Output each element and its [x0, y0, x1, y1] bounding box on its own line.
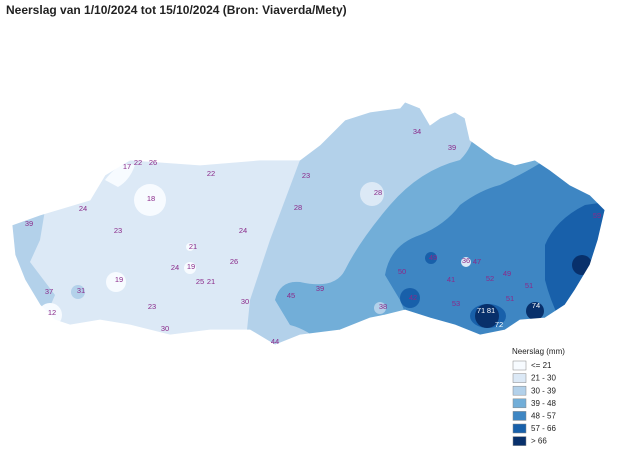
- station-value: 31: [77, 286, 85, 295]
- station-labels: 17 22 26 22 23 18 39 24 28 28 34 39 23 2…: [25, 127, 601, 346]
- station-value: 18: [147, 194, 155, 203]
- station-value: 17: [123, 162, 131, 171]
- station-value: 21: [207, 277, 215, 286]
- legend-label: 57 - 66: [531, 424, 556, 433]
- station-value: 37: [45, 287, 53, 296]
- station-value: 26: [230, 257, 238, 266]
- station-value: 41: [447, 275, 455, 284]
- station-value: 24: [239, 226, 247, 235]
- legend-swatch: [512, 423, 527, 434]
- station-value: 51: [525, 281, 533, 290]
- station-value: 38: [379, 302, 387, 311]
- station-value: 19: [187, 262, 195, 271]
- station-value: 39: [448, 143, 456, 152]
- station-value: 81: [487, 306, 495, 315]
- station-value: 19: [115, 275, 123, 284]
- station-value: 22: [134, 158, 142, 167]
- station-value: 30: [241, 297, 249, 306]
- legend-label: 21 - 30: [531, 374, 556, 383]
- legend-label: 48 - 57: [531, 412, 556, 421]
- station-value: 26: [149, 158, 157, 167]
- legend-label: <= 21: [531, 361, 552, 370]
- station-value: 23: [148, 302, 156, 311]
- station-value: 30: [161, 324, 169, 333]
- legend-label: 30 - 39: [531, 386, 556, 395]
- station-value: 72: [495, 320, 503, 329]
- legend-swatch: [512, 373, 527, 383]
- station-value: 39: [25, 219, 33, 228]
- station-value: 74: [532, 301, 540, 310]
- legend-title: Neerslag (mm): [512, 347, 565, 356]
- station-value: 51: [506, 294, 514, 303]
- station-value: 71: [477, 306, 485, 315]
- legend-label: 39 - 48: [531, 399, 556, 408]
- station-value: 24: [171, 263, 179, 272]
- legend-swatch: [512, 360, 527, 371]
- station-value: 21: [189, 242, 197, 251]
- station-value: 49: [503, 269, 511, 278]
- legend-swatch: [512, 398, 527, 409]
- station-value: 42: [409, 293, 417, 302]
- legend-swatch: [512, 411, 527, 421]
- station-value: 34: [413, 127, 421, 136]
- station-value: 39: [316, 284, 324, 293]
- station-value: 50: [398, 267, 406, 276]
- legend-label: > 66: [531, 437, 547, 446]
- station-value: 36: [462, 256, 470, 265]
- station-value: 12: [48, 308, 56, 317]
- station-value: 59: [593, 211, 601, 220]
- station-value: 45: [287, 291, 295, 300]
- station-value: 52: [486, 274, 494, 283]
- legend-swatch: [512, 436, 527, 446]
- station-value: 47: [473, 257, 481, 266]
- station-value: 25: [196, 277, 204, 286]
- station-value: 49: [429, 253, 437, 262]
- station-value: 53: [452, 299, 460, 308]
- title: Neerslag van 1/10/2024 tot 15/10/2024 (B…: [6, 3, 347, 17]
- station-value: 24: [79, 204, 87, 213]
- station-value: 28: [374, 188, 382, 197]
- station-value: 22: [207, 169, 215, 178]
- station-value: 28: [294, 203, 302, 212]
- station-value: 44: [271, 337, 279, 346]
- legend-swatch: [512, 385, 527, 396]
- station-value: 23: [114, 226, 122, 235]
- legend: Neerslag (mm) <= 21 21 - 30 30 - 39 39 - 48…: [512, 347, 565, 446]
- station-value: 23: [302, 171, 310, 180]
